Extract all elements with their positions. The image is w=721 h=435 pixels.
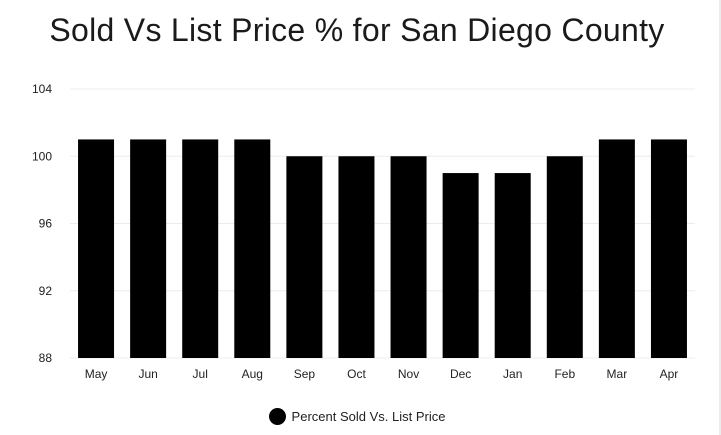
x-axis-ticks: May Jun Jul Aug Sep Oct Nov Dec Jan Feb Mar Apr — [85, 367, 679, 381]
bar-mar[interactable] — [598, 139, 635, 358]
x-tick-label: Oct — [347, 367, 366, 381]
x-tick-label: Jan — [503, 367, 522, 381]
legend-label[interactable]: Percent Sold Vs. List Price — [291, 409, 446, 424]
y-tick-label: 88 — [39, 351, 53, 365]
legend: Percent Sold Vs. List Price — [0, 408, 714, 425]
y-tick-label: 92 — [39, 284, 53, 298]
bar-sep[interactable] — [286, 156, 323, 358]
y-tick-label: 100 — [32, 149, 52, 163]
bar-jan[interactable] — [494, 173, 531, 358]
bar-jun[interactable] — [130, 139, 167, 358]
bar-apr[interactable] — [650, 139, 687, 358]
page-edge — [719, 0, 721, 435]
bar-feb[interactable] — [546, 156, 583, 358]
x-tick-label: Jul — [193, 367, 208, 381]
x-tick-label: Nov — [398, 367, 419, 381]
x-tick-label: Dec — [450, 367, 471, 381]
x-tick-label: Sep — [294, 367, 316, 381]
y-tick-label: 96 — [39, 217, 53, 231]
x-tick-label: May — [85, 367, 108, 381]
legend-swatch — [268, 408, 286, 425]
chart-title: Sold Vs List Price % for San Diego Count… — [49, 12, 665, 48]
bars — [78, 139, 687, 358]
bar-nov[interactable] — [390, 156, 427, 358]
bar-aug[interactable] — [234, 139, 271, 358]
bar-may[interactable] — [78, 139, 115, 358]
x-tick-label: Feb — [554, 367, 575, 381]
y-axis-ticks: 88 92 96 100 104 — [32, 82, 52, 365]
bar-jul[interactable] — [182, 139, 219, 358]
x-tick-label: Jun — [138, 367, 157, 381]
bar-dec[interactable] — [442, 173, 479, 358]
gridlines — [70, 88, 695, 359]
bar-chart: 88 92 96 100 104 May Jun Jul Aug Sep Oct Nov Dec Jan… — [32, 82, 695, 381]
bar-oct[interactable] — [338, 156, 375, 358]
x-tick-label: Apr — [660, 367, 679, 381]
x-tick-label: Mar — [607, 367, 628, 381]
x-tick-label: Aug — [242, 367, 263, 381]
y-tick-label: 104 — [32, 82, 52, 96]
